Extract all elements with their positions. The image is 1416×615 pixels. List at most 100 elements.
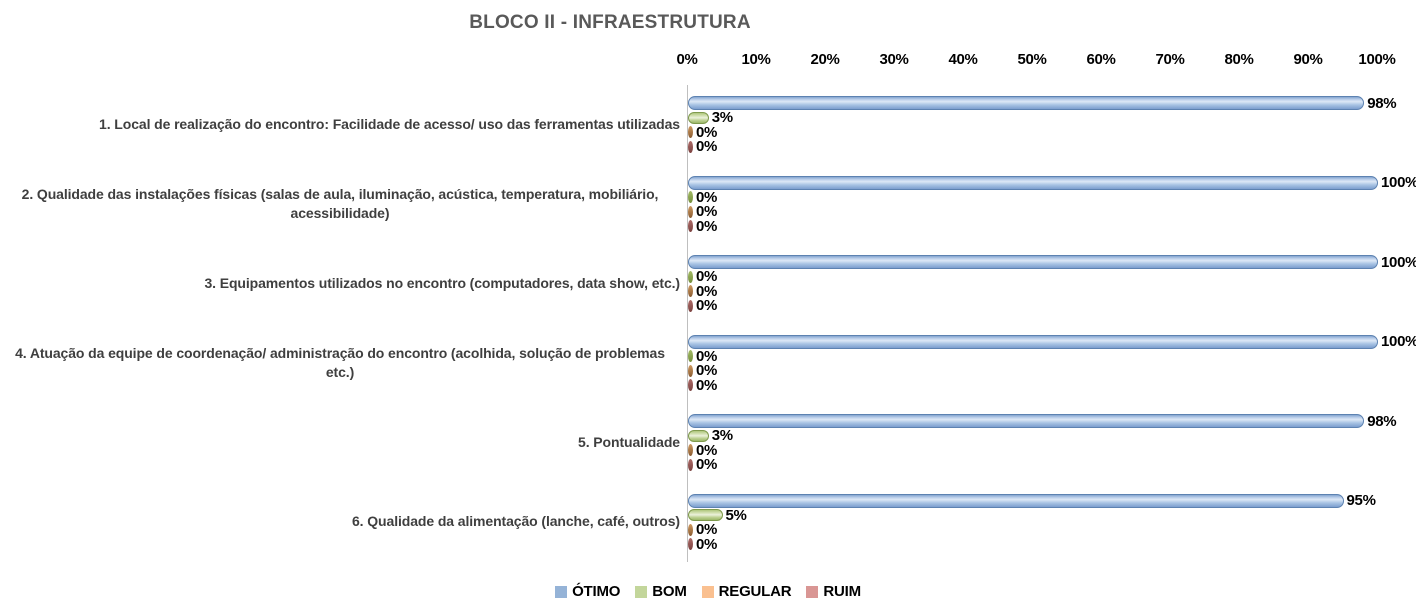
legend-swatch	[701, 585, 714, 598]
bar-bom	[688, 350, 693, 363]
bar-row: 98%	[688, 412, 1416, 430]
x-tick-label: 0%	[676, 51, 698, 68]
bar-row: 0%	[688, 348, 1416, 365]
legend-label: BOM	[652, 583, 687, 600]
x-tick-label: 100%	[1358, 51, 1396, 68]
x-tick-label: 80%	[1224, 51, 1254, 68]
x-tick-label: 60%	[1086, 51, 1116, 68]
bar-row: 100%	[688, 333, 1416, 351]
category-label: 5. Pontualidade	[0, 403, 686, 483]
value-label: 95%	[1346, 492, 1376, 510]
chart-title: BLOCO II - INFRAESTRUTURA	[469, 12, 751, 33]
x-axis: 0% 10% 20% 30% 40% 50% 60% 70% 80% 90% 100%	[676, 51, 1395, 71]
bar-bom	[688, 270, 693, 283]
legend-item: RUIM	[806, 583, 861, 600]
category-label-text: 6. Qualidade da alimentação (lanche, caf…	[352, 513, 680, 530]
bar-group: 98% 3% 0% 0%	[688, 85, 1416, 165]
legend-label: REGULAR	[718, 583, 792, 600]
category-label-text: 4. Atuação da equipe de coordenação/ adm…	[15, 344, 665, 381]
x-tick-label: 50%	[1017, 51, 1047, 68]
legend-item: BOM	[635, 583, 687, 600]
bar-ótimo	[688, 493, 1344, 508]
x-tick-label: 20%	[810, 51, 840, 68]
category-labels: 1. Local de realização do encontro: Faci…	[0, 85, 686, 562]
legend-swatch	[806, 585, 819, 598]
legend-swatch	[635, 585, 648, 598]
bar-row: 0%	[688, 283, 1416, 300]
bar-ruim	[688, 538, 693, 551]
bar-row: 5%	[688, 507, 1416, 524]
bar-ruim	[688, 140, 693, 153]
legend-label: ÓTIMO	[572, 583, 621, 600]
x-tick-label: 30%	[879, 51, 909, 68]
value-label: 100%	[1381, 333, 1416, 351]
legend-swatch	[555, 585, 568, 598]
category-label: 2. Qualidade das instalações físicas (sa…	[0, 165, 686, 245]
value-label: 98%	[1367, 412, 1397, 430]
bar-row: 0%	[688, 297, 1416, 315]
value-label: 3%	[711, 109, 733, 127]
value-label: 0%	[696, 362, 718, 380]
value-label: 0%	[696, 376, 718, 394]
bar-ótimo	[688, 175, 1378, 190]
bar-regular	[688, 444, 693, 457]
bar-regular	[688, 523, 693, 536]
value-label: 0%	[696, 456, 718, 474]
x-tick-label: 90%	[1293, 51, 1323, 68]
legend: ÓTIMO BOM REGULAR RUIM	[0, 583, 1416, 600]
value-label: 0%	[696, 188, 718, 206]
plot-area: 98% 3% 0% 0% 100% 0% 0% 0% 100% 0% 0% 0% 100% 0% 0% 0% 9…	[687, 85, 1416, 562]
category-label-text: 3. Equipamentos utilizados no encontro (…	[204, 274, 680, 291]
bar-regular	[688, 205, 693, 218]
bar-group: 100% 0% 0% 0%	[688, 324, 1416, 404]
category-label: 3. Equipamentos utilizados no encontro (…	[0, 244, 686, 324]
bar-row: 0%	[688, 217, 1416, 235]
x-tick-label: 70%	[1155, 51, 1185, 68]
bar-row: 0%	[688, 535, 1416, 553]
bar-regular	[688, 364, 693, 377]
bar-row: 95%	[688, 492, 1416, 510]
bar-row: 0%	[688, 124, 1416, 141]
value-label: 100%	[1381, 174, 1416, 192]
value-label: 0%	[696, 535, 718, 553]
category-label: 6. Qualidade da alimentação (lanche, caf…	[0, 483, 686, 563]
bar-ruim	[688, 379, 693, 392]
bar-row: 3%	[688, 427, 1416, 445]
bar-ruim	[688, 458, 693, 471]
category-label: 1. Local de realização do encontro: Faci…	[0, 85, 686, 165]
value-label: 0%	[696, 203, 718, 221]
bar-row: 0%	[688, 203, 1416, 221]
bar-row: 100%	[688, 253, 1416, 271]
bar-row: 0%	[688, 442, 1416, 459]
category-label: 4. Atuação da equipe de coordenação/ adm…	[0, 324, 686, 404]
category-label-text: 2. Qualidade das instalações físicas (sa…	[21, 185, 659, 222]
value-label: 0%	[696, 217, 718, 235]
bar-row: 0%	[688, 268, 1416, 286]
bar-row: 3%	[688, 109, 1416, 127]
bar-row: 0%	[688, 188, 1416, 206]
bar-ruim	[688, 220, 693, 233]
value-label: 3%	[711, 427, 733, 445]
bar-bom	[688, 111, 709, 124]
bar-group: 100% 0% 0% 0%	[688, 244, 1416, 324]
x-tick-label: 10%	[741, 51, 771, 68]
bar-ótimo	[688, 255, 1378, 270]
bar-row: 0%	[688, 456, 1416, 474]
bar-row: 0%	[688, 521, 1416, 539]
value-label: 100%	[1381, 253, 1416, 271]
value-label: 0%	[696, 521, 718, 539]
bar-group: 95% 5% 0% 0%	[688, 483, 1416, 563]
bar-regular	[688, 126, 693, 139]
value-label: 0%	[696, 297, 718, 315]
value-label: 0%	[696, 138, 718, 156]
bar-row: 98%	[688, 95, 1416, 112]
bar-row: 0%	[688, 138, 1416, 156]
bar-ruim	[688, 299, 693, 312]
bar-row: 100%	[688, 174, 1416, 192]
bar-regular	[688, 285, 693, 298]
x-tick-label: 40%	[948, 51, 978, 68]
bar-bom	[688, 429, 709, 442]
legend-label: RUIM	[823, 583, 861, 600]
bar-bom	[688, 509, 723, 522]
value-label: 0%	[696, 268, 718, 286]
